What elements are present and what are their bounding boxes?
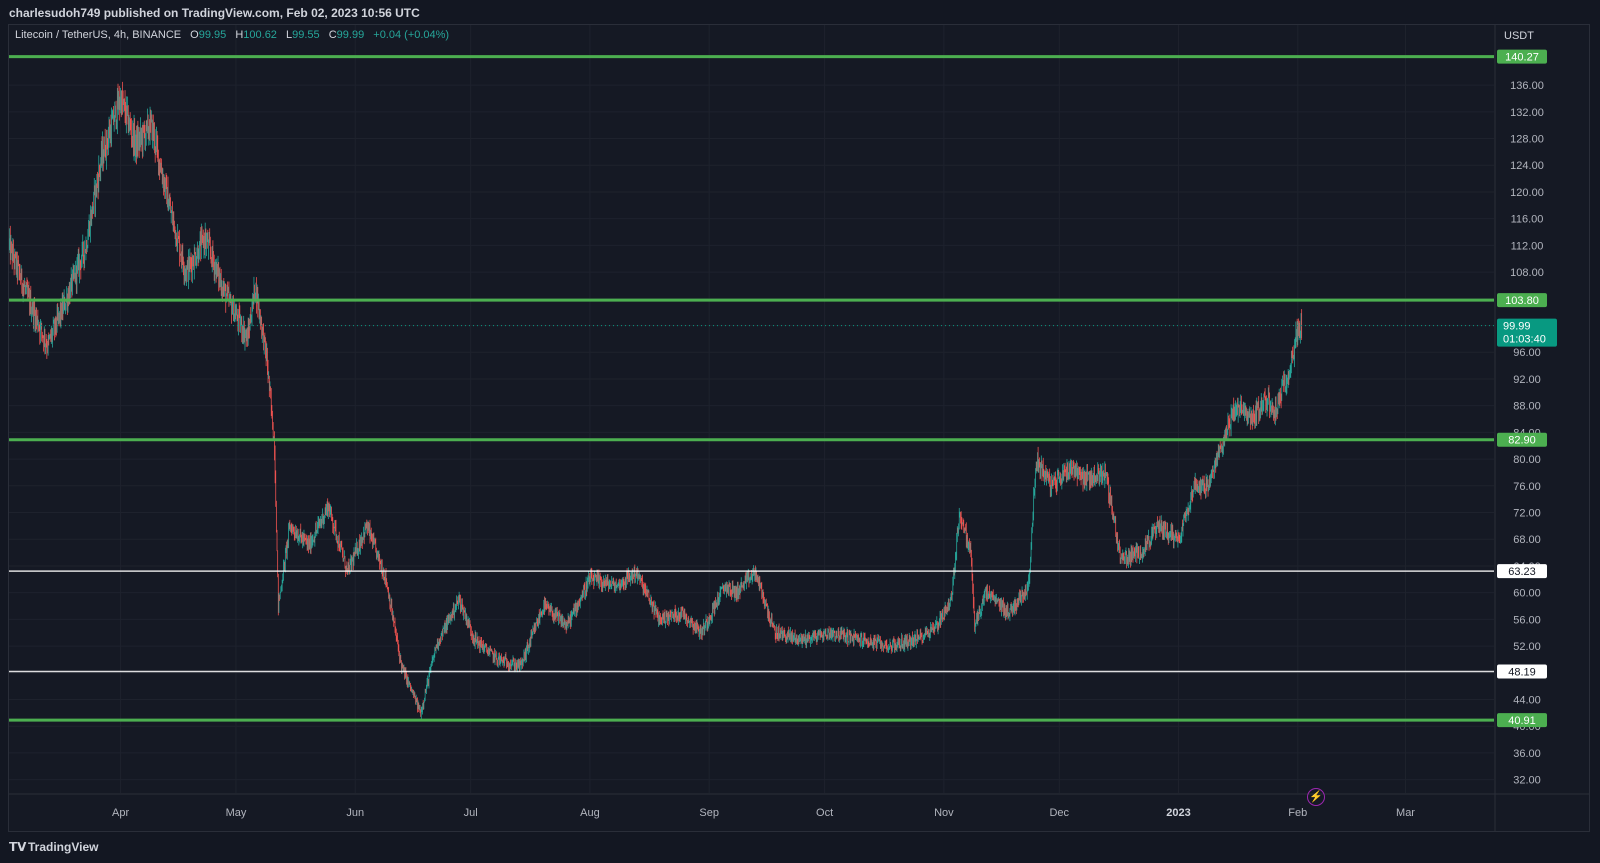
y-tick-label: 60.00 xyxy=(1513,588,1541,600)
level-label: 82.90 xyxy=(1508,435,1536,447)
y-tick-label: 44.00 xyxy=(1513,695,1541,707)
y-tick-label: 120.00 xyxy=(1510,187,1544,199)
x-tick-label: Feb xyxy=(1288,807,1307,819)
x-tick-label: 2023 xyxy=(1166,807,1190,819)
y-tick-label: 56.00 xyxy=(1513,614,1541,626)
x-tick-label: Dec xyxy=(1049,807,1069,819)
last-price-badge xyxy=(1497,318,1557,347)
x-tick-label: Jun xyxy=(346,807,364,819)
level-badge-48.19 xyxy=(1497,664,1547,679)
level-badge-40.91 xyxy=(1497,713,1547,728)
y-tick-label: 72.00 xyxy=(1513,508,1541,520)
y-tick-label: 92.00 xyxy=(1513,374,1541,386)
y-tick-label: 88.00 xyxy=(1513,401,1541,413)
level-label: 48.19 xyxy=(1508,667,1536,679)
y-tick-label: 36.00 xyxy=(1513,748,1541,760)
high-label: H xyxy=(235,29,244,41)
symbol-name[interactable]: Litecoin / TetherUS, 4h, BINANCE xyxy=(15,29,182,41)
close-value: 99.99 xyxy=(336,29,365,41)
x-tick-label: Jul xyxy=(464,807,478,819)
price-chart[interactable]: 32.0036.0040.0044.0048.0052.0056.0060.00… xyxy=(9,25,1589,831)
lightning-icon[interactable]: ⚡ xyxy=(1307,788,1325,806)
y-tick-label: 124.00 xyxy=(1510,160,1544,172)
x-tick-label: Nov xyxy=(934,807,954,819)
level-label: 103.80 xyxy=(1505,295,1539,307)
level-badge-63.23 xyxy=(1497,564,1547,579)
high-value: 100.62 xyxy=(243,29,277,41)
level-label: 40.91 xyxy=(1508,715,1536,727)
low-label: L xyxy=(286,29,293,41)
currency-label: USDT xyxy=(1504,30,1534,42)
countdown-label: 01:03:40 xyxy=(1503,334,1546,346)
open-label: O xyxy=(190,29,199,41)
footer-bar: 𝗧𝗩 TradingView xyxy=(0,832,1600,863)
low-value: 99.55 xyxy=(292,29,320,41)
symbol-legend: Litecoin / TetherUS, 4h, BINANCE O99.95 … xyxy=(15,29,449,41)
x-tick-label: Mar xyxy=(1396,807,1415,819)
y-tick-label: 76.00 xyxy=(1513,481,1541,493)
level-badge-140.27 xyxy=(1497,49,1547,64)
y-tick-label: 96.00 xyxy=(1513,347,1541,359)
publisher-header: charlesudoh749 published on TradingView.… xyxy=(0,0,1600,26)
tradingview-brand[interactable]: TradingView xyxy=(28,840,99,854)
y-tick-label: 108.00 xyxy=(1510,267,1544,279)
x-tick-label: Sep xyxy=(699,807,719,819)
level-badge-82.90 xyxy=(1497,432,1547,447)
level-label: 63.23 xyxy=(1508,566,1536,578)
close-label: C xyxy=(328,29,337,41)
tradingview-logo-icon[interactable]: 𝗧𝗩 xyxy=(9,840,27,854)
level-label: 140.27 xyxy=(1505,52,1539,64)
y-tick-label: 52.00 xyxy=(1513,641,1541,653)
x-tick-label: Aug xyxy=(580,807,600,819)
y-tick-label: 132.00 xyxy=(1510,107,1544,119)
last-price-label: 99.99 xyxy=(1503,321,1531,333)
open-value: 99.95 xyxy=(198,29,227,41)
y-tick-label: 112.00 xyxy=(1511,240,1544,252)
x-tick-label: May xyxy=(226,807,247,819)
change-value: +0.04 (+0.04%) xyxy=(373,29,450,41)
y-tick-label: 128.00 xyxy=(1510,134,1544,146)
x-tick-label: Apr xyxy=(112,807,129,819)
x-tick-label: Oct xyxy=(816,807,833,819)
level-badge-103.80 xyxy=(1497,293,1547,308)
y-tick-label: 116.00 xyxy=(1511,214,1544,226)
y-tick-label: 68.00 xyxy=(1513,534,1541,546)
y-tick-label: 80.00 xyxy=(1513,454,1541,466)
y-tick-label: 32.00 xyxy=(1513,775,1541,787)
chart-panel[interactable]: 32.0036.0040.0044.0048.0052.0056.0060.00… xyxy=(8,24,1590,832)
y-tick-label: 136.00 xyxy=(1510,80,1544,92)
